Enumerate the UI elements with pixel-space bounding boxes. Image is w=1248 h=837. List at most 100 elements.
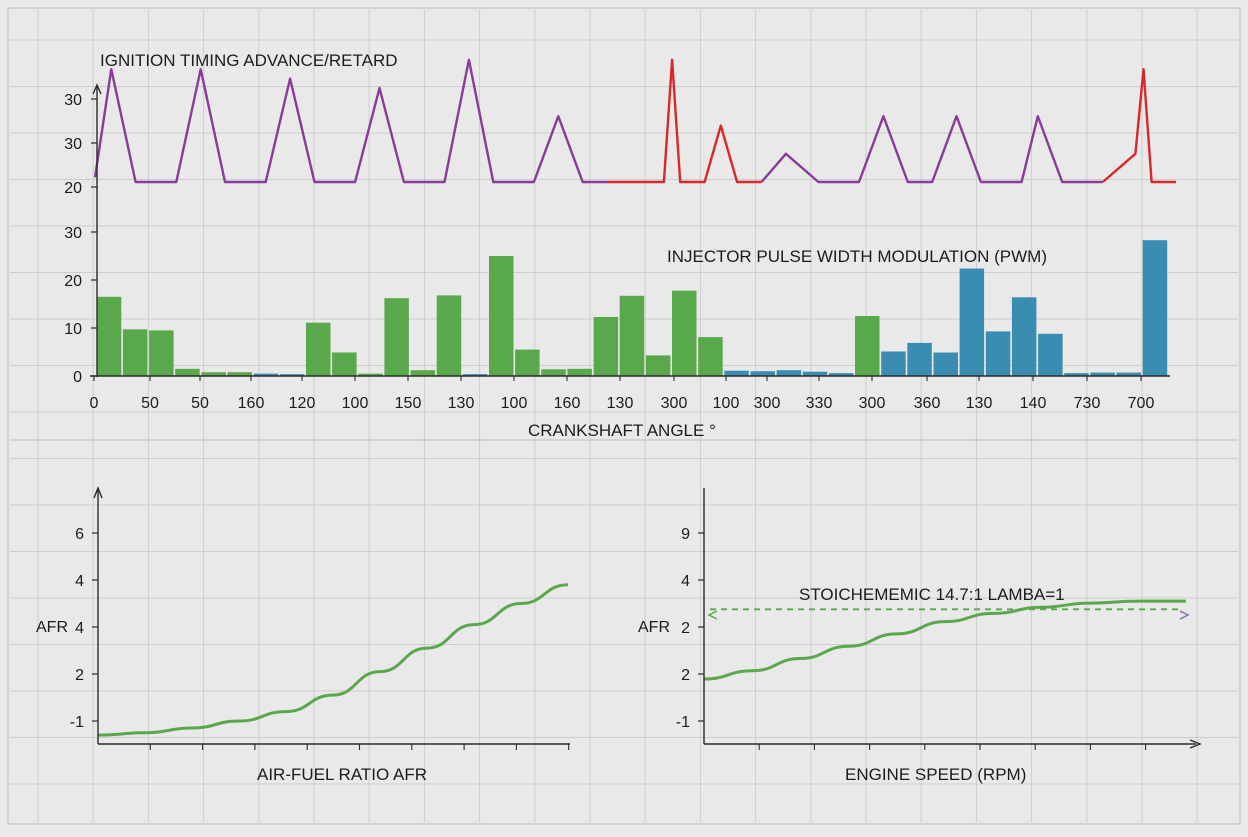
crankshaft-x-tick-label: 120 bbox=[289, 395, 316, 412]
crankshaft-axis-label: CRANKSHAFT ANGLE ° bbox=[528, 421, 716, 440]
pwm-bar bbox=[541, 369, 566, 376]
pwm-bar bbox=[672, 290, 697, 376]
pwm-bar bbox=[149, 330, 174, 376]
pwm-bar bbox=[436, 295, 462, 376]
pwm-bar bbox=[933, 352, 958, 376]
crankshaft-x-tick-label: 300 bbox=[661, 395, 688, 412]
pwm-bar bbox=[96, 296, 122, 376]
crankshaft-x-tick-label: 300 bbox=[754, 395, 781, 412]
pwm-bar bbox=[122, 329, 148, 376]
rpm-curve bbox=[703, 599, 1186, 681]
pwm-bar bbox=[828, 373, 854, 376]
pwm-bar bbox=[802, 371, 828, 376]
crankshaft-x-tick-label: 730 bbox=[1074, 395, 1101, 412]
crankshaft-x-tick-label: 140 bbox=[1020, 395, 1047, 412]
crankshaft-x-tick-label: 160 bbox=[554, 395, 581, 412]
pwm-bar bbox=[227, 372, 252, 376]
ignition-series-line bbox=[93, 58, 608, 184]
crankshaft-x-tick-label: 130 bbox=[607, 395, 634, 412]
pwm-bar bbox=[384, 298, 409, 376]
pwm-bar bbox=[750, 371, 775, 376]
pwm-y-tick-label: 0 bbox=[73, 369, 82, 386]
pwm-bar bbox=[358, 373, 383, 376]
pwm-bar bbox=[619, 295, 645, 376]
pwm-bar bbox=[1116, 372, 1141, 376]
stoich-annotation: STOICHEMEMIC 14.7:1 LAMBA=1 bbox=[799, 585, 1065, 604]
pwm-bar bbox=[489, 256, 514, 376]
afr-y-tick-label: 6 bbox=[75, 526, 84, 543]
pwm-y-tick-label: 30 bbox=[64, 225, 82, 242]
pwm-bar bbox=[175, 368, 200, 376]
ignition-y-ticks: 30 30 20 bbox=[64, 92, 97, 197]
afr-x-ticks bbox=[149, 744, 570, 750]
afr-y-tick-label: -1 bbox=[70, 714, 84, 731]
ignition-series-line bbox=[607, 58, 762, 184]
afr-y-tick-label: 2 bbox=[75, 667, 84, 684]
crankshaft-x-tick-label: 130 bbox=[966, 395, 993, 412]
rpm-x-axis-arrow bbox=[1189, 739, 1202, 749]
crankshaft-x-tick-label: 0 bbox=[90, 395, 99, 412]
afr-y-ticks: 6 4 4 2 -1 bbox=[70, 526, 98, 731]
crankshaft-x-tick-label: 160 bbox=[238, 395, 265, 412]
pwm-bar bbox=[724, 370, 749, 376]
afr-y-tick-label: 4 bbox=[75, 573, 84, 590]
pwm-bar bbox=[567, 368, 592, 376]
pwm-bar bbox=[1011, 297, 1037, 376]
pwm-bars bbox=[96, 240, 1168, 376]
rpm-y-ticks: 9 4 2 2 -1 bbox=[676, 526, 704, 731]
ignition-pwm-chart: IGNITION TIMING ADVANCE/RETARD INJECTOR … bbox=[64, 51, 1176, 440]
top-y-axis-arrow bbox=[92, 83, 102, 95]
crankshaft-x-tick-label: 100 bbox=[713, 395, 740, 412]
pwm-y-ticks: 0 10 20 30 bbox=[64, 225, 97, 386]
pwm-bar bbox=[907, 342, 932, 376]
pwm-bar bbox=[306, 322, 331, 376]
pwm-y-tick-label: 20 bbox=[64, 273, 82, 290]
pwm-chart-title: INJECTOR PULSE WIDTH MODULATION (PWM) bbox=[667, 247, 1047, 266]
rpm-x-ticks bbox=[758, 744, 1147, 750]
pwm-bar bbox=[959, 268, 985, 376]
afr-y-tick-label: 4 bbox=[75, 620, 84, 637]
afr-x-label: AIR-FUEL RATIO AFR bbox=[257, 765, 427, 784]
pwm-bar bbox=[332, 352, 357, 376]
rpm-y-tick-label: 4 bbox=[681, 573, 690, 590]
pwm-bar bbox=[645, 355, 671, 376]
pwm-y-tick-label: 10 bbox=[64, 321, 82, 338]
ignition-y-tick-label: 20 bbox=[64, 180, 82, 197]
crankshaft-x-tick-label: 50 bbox=[141, 395, 159, 412]
pwm-bar bbox=[593, 317, 619, 376]
crankshaft-x-tick-label: 130 bbox=[448, 395, 475, 412]
crankshaft-x-tick-label: 50 bbox=[191, 395, 209, 412]
pwm-bar bbox=[1038, 333, 1063, 376]
background-grid bbox=[10, 10, 1238, 822]
crankshaft-x-tick-label: 300 bbox=[859, 395, 886, 412]
ignition-lines bbox=[93, 58, 1176, 184]
pwm-bar bbox=[410, 370, 436, 376]
pwm-bar bbox=[201, 372, 226, 376]
ignition-y-tick-label: 30 bbox=[64, 92, 82, 109]
rpm-y-tick-label: -1 bbox=[676, 714, 690, 731]
rpm-y-tick-label: 9 bbox=[681, 526, 690, 543]
crankshaft-x-tick-label: 150 bbox=[395, 395, 422, 412]
figure-border bbox=[7, 7, 1241, 825]
pwm-bar bbox=[1064, 373, 1089, 376]
afr-curve bbox=[97, 583, 569, 737]
pwm-bar bbox=[855, 316, 880, 376]
pwm-bar bbox=[1142, 240, 1168, 376]
pwm-bar bbox=[881, 351, 906, 376]
pwm-bar bbox=[776, 370, 802, 376]
ignition-chart-title: IGNITION TIMING ADVANCE/RETARD bbox=[100, 51, 398, 70]
afr-y-axis-arrow bbox=[93, 486, 103, 499]
pwm-bar bbox=[253, 373, 279, 376]
crankshaft-x-tick-label: 700 bbox=[1128, 395, 1155, 412]
pwm-bar bbox=[1090, 372, 1115, 376]
afr-y-label: AFR bbox=[36, 619, 68, 636]
rpm-x-label: ENGINE SPEED (RPM) bbox=[845, 765, 1026, 784]
rpm-y-tick-label: 2 bbox=[681, 620, 690, 637]
crankshaft-x-ticks: 0 50 50 160 120 100 150 130 100 160 130 300 100 300 33… bbox=[90, 376, 1155, 412]
stoich-arrow-left bbox=[707, 610, 718, 620]
rpm-y-tick-label: 2 bbox=[681, 667, 690, 684]
stoich-arrow-right bbox=[1179, 610, 1190, 620]
pwm-bar bbox=[698, 337, 723, 376]
rpm-chart: 9 4 2 2 -1 STOICHEMEMIC 14.7:1 LAMBA=1 AFR E… bbox=[638, 488, 1202, 784]
